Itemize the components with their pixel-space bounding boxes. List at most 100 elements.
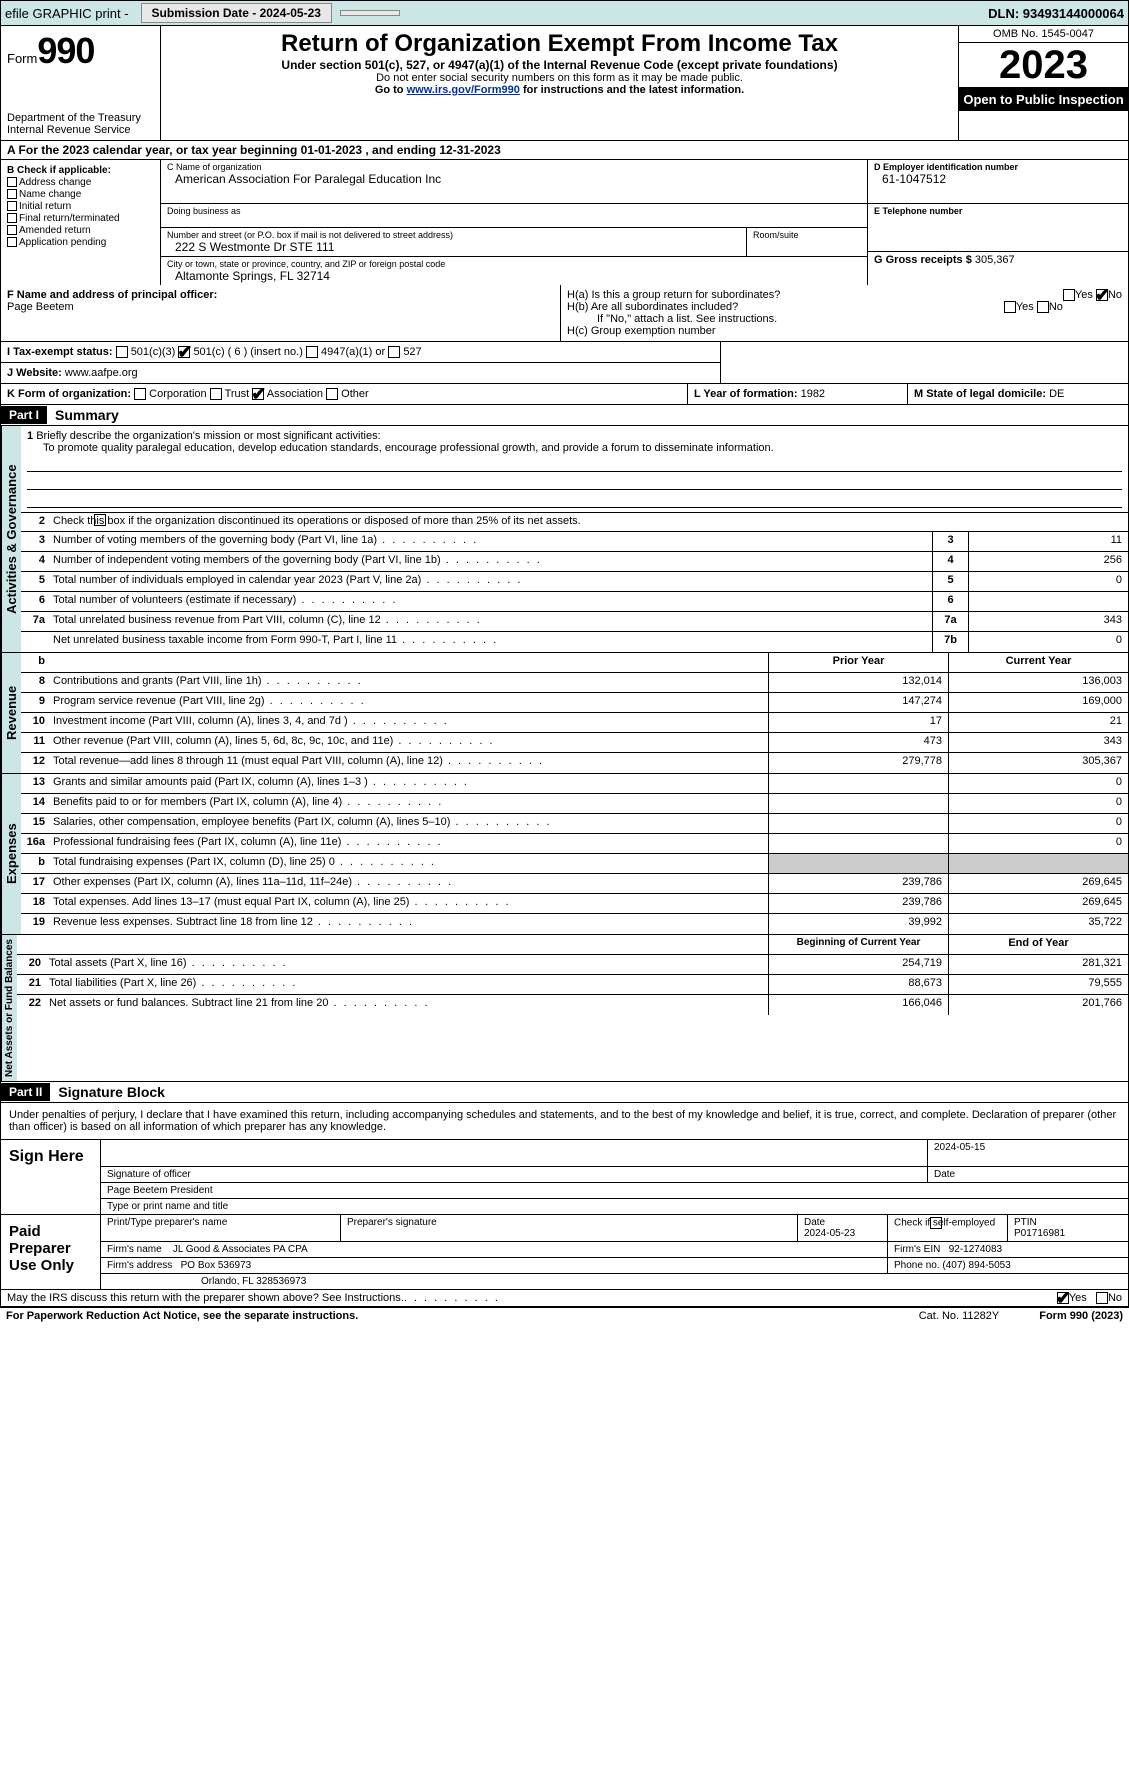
- box-l: L Year of formation: 1982: [688, 384, 908, 404]
- paperwork-row: For Paperwork Reduction Act Notice, see …: [0, 1307, 1129, 1324]
- begin-year-hdr: Beginning of Current Year: [768, 935, 948, 954]
- data-line: 13Grants and similar amounts paid (Part …: [21, 774, 1128, 794]
- tab-expenses: Expenses: [1, 774, 21, 934]
- header-mid: Return of Organization Exempt From Incom…: [161, 26, 958, 140]
- hc-inline: H(c) Group exemption number: [567, 325, 1122, 337]
- cat-number: Cat. No. 11282Y: [919, 1310, 1000, 1322]
- paid-preparer-label: Paid Preparer Use Only: [1, 1215, 101, 1289]
- efile-label: efile GRAPHIC print -: [5, 6, 129, 21]
- data-line: 15Salaries, other compensation, employee…: [21, 814, 1128, 834]
- sig-date-lbl: Date: [928, 1167, 1128, 1182]
- na-header-row: Beginning of Current Year End of Year: [17, 935, 1128, 955]
- discuss-text: May the IRS discuss this return with the…: [7, 1292, 404, 1304]
- tab-net-assets: Net Assets or Fund Balances: [1, 935, 17, 1081]
- website-value: www.aafpe.org: [65, 367, 138, 379]
- chk-association[interactable]: [252, 388, 264, 400]
- header-right: OMB No. 1545-0047 2023 Open to Public In…: [958, 26, 1128, 140]
- part2-num: Part II: [1, 1083, 50, 1101]
- omb-number: OMB No. 1545-0047: [959, 26, 1128, 43]
- mission-block: 1 Briefly describe the organization's mi…: [21, 426, 1128, 512]
- line-a-tax-year: A For the 2023 calendar year, or tax yea…: [0, 141, 1129, 160]
- box-m: M State of legal domicile: DE: [908, 384, 1128, 404]
- tab-revenue: Revenue: [1, 653, 21, 773]
- hb-note: If "No," attach a list. See instructions…: [567, 313, 1122, 325]
- suite-label: Room/suite: [753, 230, 861, 240]
- chk-discontinued[interactable]: [94, 514, 106, 526]
- ha-no[interactable]: [1096, 289, 1108, 301]
- form-header: Form990 Department of the Treasury Inter…: [0, 26, 1129, 141]
- chk-self-employed[interactable]: [930, 1217, 942, 1229]
- chk-address-change[interactable]: [7, 177, 17, 187]
- hb-no[interactable]: [1037, 301, 1049, 313]
- sign-here-label: Sign Here: [1, 1140, 101, 1214]
- self-emp: Check if self-employed: [894, 1218, 995, 1229]
- ptin-value: P01716981: [1014, 1228, 1065, 1239]
- part1-num: Part I: [1, 406, 47, 424]
- firm-phone: (407) 894-5053: [942, 1260, 1010, 1271]
- form-footer: Form 990 (2023): [1039, 1310, 1123, 1322]
- chk-4947[interactable]: [306, 346, 318, 358]
- phone-label: E Telephone number: [874, 206, 1122, 216]
- data-line: 8Contributions and grants (Part VIII, li…: [21, 673, 1128, 693]
- section-activities-governance: Activities & Governance 1 Briefly descri…: [0, 426, 1129, 653]
- sig-officer-lbl: Signature of officer: [101, 1167, 928, 1182]
- ein-label: D Employer identification number: [874, 162, 1122, 172]
- paperwork-notice: For Paperwork Reduction Act Notice, see …: [6, 1310, 358, 1322]
- city-value: Altamonte Springs, FL 32714: [167, 269, 861, 283]
- box-b-header: B Check if applicable:: [7, 165, 154, 176]
- goto-link[interactable]: www.irs.gov/Form990: [407, 84, 520, 96]
- data-line: 22Net assets or fund balances. Subtract …: [17, 995, 1128, 1015]
- chk-other[interactable]: [326, 388, 338, 400]
- prep-name-lbl: Print/Type preparer's name: [101, 1215, 341, 1241]
- data-line: 17Other expenses (Part IX, column (A), l…: [21, 874, 1128, 894]
- box-b: B Check if applicable: Address change Na…: [1, 160, 161, 285]
- data-line: 9Program service revenue (Part VIII, lin…: [21, 693, 1128, 713]
- website-label: J Website:: [7, 367, 62, 379]
- paid-preparer-block: Paid Preparer Use Only Print/Type prepar…: [0, 1215, 1129, 1290]
- chk-501c3[interactable]: [116, 346, 128, 358]
- row-klm: K Form of organization: Corporation Trus…: [0, 384, 1129, 405]
- chk-trust[interactable]: [210, 388, 222, 400]
- ssn-note: Do not enter social security numbers on …: [167, 72, 952, 84]
- gross-receipts-value: 305,367: [975, 254, 1015, 266]
- chk-corporation[interactable]: [134, 388, 146, 400]
- chk-initial-return[interactable]: [7, 201, 17, 211]
- officer-label: F Name and address of principal officer:: [7, 289, 554, 301]
- tax-year: 2023: [959, 43, 1128, 87]
- public-inspection: Open to Public Inspection: [959, 87, 1128, 111]
- chk-527[interactable]: [388, 346, 400, 358]
- chk-app-pending[interactable]: [7, 237, 17, 247]
- summary-line: 6Total number of volunteers (estimate if…: [21, 592, 1128, 612]
- summary-line: Net unrelated business taxable income fr…: [21, 632, 1128, 652]
- goto-post: for instructions and the latest informat…: [520, 84, 744, 96]
- blank-button: [340, 10, 400, 16]
- dba-label: Doing business as: [167, 206, 861, 216]
- street-label: Number and street (or P.O. box if mail i…: [167, 230, 740, 240]
- street-value: 222 S Westmonte Dr STE 111: [167, 240, 740, 254]
- chk-name-change[interactable]: [7, 189, 17, 199]
- goto-pre: Go to: [375, 84, 407, 96]
- sig-date1: 2024-05-15: [928, 1140, 1128, 1166]
- data-line: 16aProfessional fundraising fees (Part I…: [21, 834, 1128, 854]
- discuss-yes[interactable]: [1057, 1292, 1069, 1304]
- discuss-no[interactable]: [1096, 1292, 1108, 1304]
- mission-text: To promote quality paralegal education, …: [27, 442, 1122, 454]
- ein-value: 61-1047512: [874, 172, 1122, 186]
- col-cde: C Name of organization American Associat…: [161, 160, 1128, 285]
- form-org-label: K Form of organization:: [7, 388, 131, 400]
- chk-final-return[interactable]: [7, 213, 17, 223]
- form-title: Return of Organization Exempt From Incom…: [167, 30, 952, 58]
- box-j: J Website: www.aafpe.org: [1, 363, 721, 383]
- chk-501c[interactable]: [178, 346, 190, 358]
- hb-yes[interactable]: [1004, 301, 1016, 313]
- data-line: 12Total revenue—add lines 8 through 11 (…: [21, 753, 1128, 773]
- chk-amended-return[interactable]: [7, 225, 17, 235]
- section-expenses: Expenses 13Grants and similar amounts pa…: [0, 774, 1129, 935]
- info-grid-bcde: B Check if applicable: Address change Na…: [0, 160, 1129, 285]
- ha-yes[interactable]: [1063, 289, 1075, 301]
- box-h: H(a) Is this a group return for subordin…: [561, 285, 1128, 341]
- data-line: 11Other revenue (Part VIII, column (A), …: [21, 733, 1128, 753]
- hb-label: H(b) Are all subordinates included?: [567, 301, 738, 313]
- officer-value: Page Beetem: [7, 301, 554, 313]
- summary-line: 7aTotal unrelated business revenue from …: [21, 612, 1128, 632]
